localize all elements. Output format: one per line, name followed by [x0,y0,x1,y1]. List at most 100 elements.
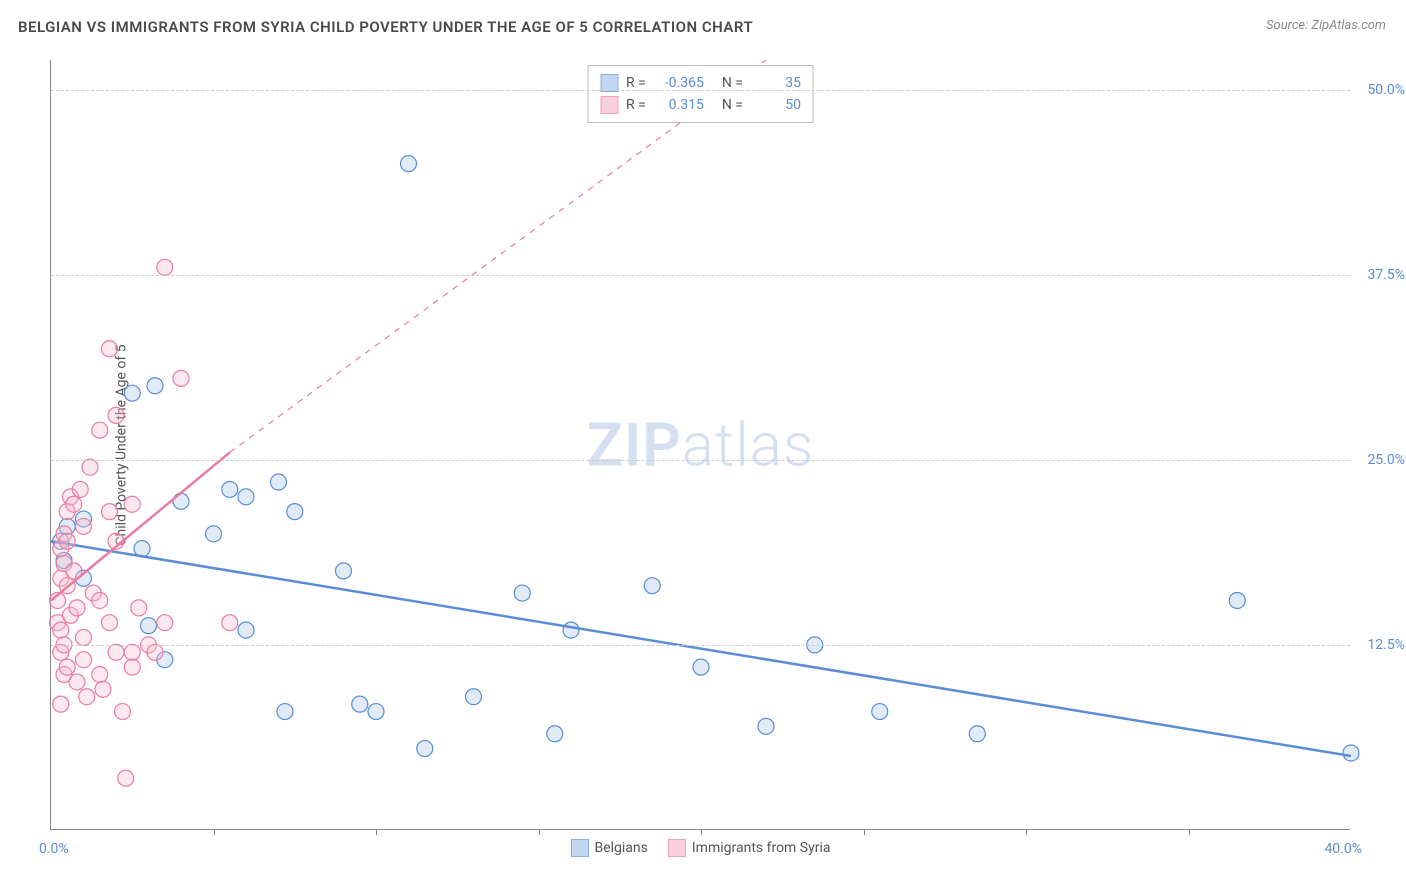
data-point [124,659,140,675]
n-value: 35 [751,75,801,91]
data-point [92,422,108,438]
data-point [72,481,88,497]
n-label: N = [722,75,743,91]
data-point [141,618,157,634]
data-point [76,652,92,668]
data-point [102,615,118,631]
data-point [157,259,173,275]
x-tick [539,829,540,835]
data-point [82,459,98,475]
data-point [547,726,563,742]
data-point [118,770,134,786]
data-point [69,600,85,616]
x-tick [864,829,865,835]
data-point [102,504,118,520]
data-point [147,644,163,660]
data-point [92,592,108,608]
gridline [51,460,1350,461]
data-point [79,689,95,705]
y-tick-label: 12.5% [1367,637,1405,653]
data-point [115,704,131,720]
data-point [206,526,222,542]
data-point [124,385,140,401]
data-point [92,667,108,683]
data-point [66,496,82,512]
series-name: Belgians [594,840,647,856]
x-tick [701,829,702,835]
x-tick [376,829,377,835]
gridline [51,645,1350,646]
data-point [758,718,774,734]
r-value: 0.315 [654,97,704,113]
legend-swatch [600,96,618,114]
data-point [271,474,287,490]
x-tick [1189,829,1190,835]
data-point [222,481,238,497]
gridline [51,90,1350,91]
bottom-legend-item: Belgians [570,839,647,857]
y-tick-label: 37.5% [1367,267,1405,283]
data-point [1343,745,1359,761]
data-point [1229,592,1245,608]
data-point [368,704,384,720]
x-axis-max-label: 40.0% [1324,841,1362,857]
data-point [222,615,238,631]
legend-swatch [668,839,686,857]
data-point [76,630,92,646]
y-tick-label: 25.0% [1367,452,1405,468]
bottom-legend: Belgians Immigrants from Syria [570,839,830,857]
data-point [644,578,660,594]
gridline [51,275,1350,276]
x-axis-min-label: 0.0% [39,841,69,857]
source-attribution: Source: ZipAtlas.com [1266,18,1386,33]
data-point [59,659,75,675]
chart-plot-area: Child Poverty Under the Age of 5 ZIPatla… [50,60,1350,830]
data-point [466,689,482,705]
data-point [563,622,579,638]
data-point [59,533,75,549]
data-point [95,681,111,697]
r-label: R = [626,97,646,113]
r-value: -0.365 [654,75,704,91]
data-point [147,378,163,394]
data-point [108,407,124,423]
n-label: N = [722,97,743,113]
data-point [277,704,293,720]
data-point [969,726,985,742]
data-point [108,644,124,660]
stats-legend-row: R = 0.315 N = 50 [600,94,801,116]
data-point [53,622,69,638]
x-tick [1026,829,1027,835]
data-point [124,496,140,512]
data-point [514,585,530,601]
bottom-legend-item: Immigrants from Syria [668,839,831,857]
data-point [352,696,368,712]
data-point [157,615,173,631]
stats-legend-box: R = -0.365 N = 35 R = 0.315 N = 50 [587,65,814,123]
data-point [872,704,888,720]
legend-swatch [570,839,588,857]
data-point [102,341,118,357]
r-label: R = [626,75,646,91]
data-point [131,600,147,616]
data-point [417,741,433,757]
n-value: 50 [751,97,801,113]
data-point [287,504,303,520]
data-point [76,518,92,534]
x-tick [214,829,215,835]
data-point [238,489,254,505]
trend-line [51,541,1351,756]
data-point [401,156,417,172]
data-point [173,370,189,386]
data-point [238,622,254,638]
data-point [53,696,69,712]
series-name: Immigrants from Syria [692,840,831,856]
data-point [69,674,85,690]
data-point [173,493,189,509]
data-point [336,563,352,579]
data-point [124,644,140,660]
chart-title: BELGIAN VS IMMIGRANTS FROM SYRIA CHILD P… [18,18,753,36]
data-point [693,659,709,675]
y-tick-label: 50.0% [1367,82,1405,98]
scatter-svg [51,60,1350,829]
